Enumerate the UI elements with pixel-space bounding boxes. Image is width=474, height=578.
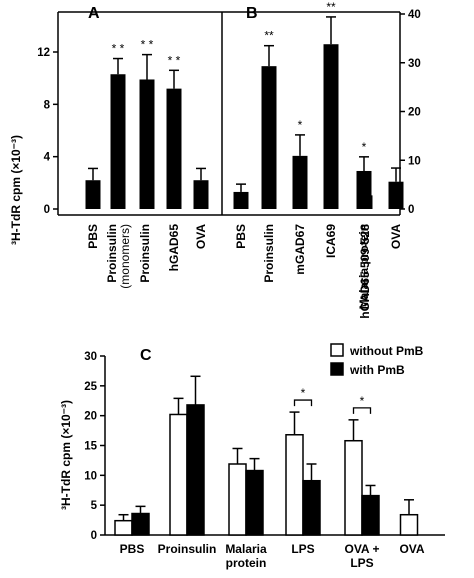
panel-c-category-label: Malaria protein — [225, 542, 267, 570]
panel-a-bar — [85, 180, 101, 209]
panel-c-bar-with-pmb — [131, 512, 150, 536]
panel-a-significance: * * — [141, 38, 154, 52]
panel-c-category-label-line: PBS — [120, 542, 145, 556]
panel-c-significance-bracket — [293, 399, 313, 407]
panel-c-bar-without-pmb — [114, 519, 133, 536]
panel-a-category-label: PBS — [86, 224, 100, 249]
panel-c-bar-without-pmb — [169, 413, 188, 536]
panel-a-y-tick-label: 0 — [44, 204, 50, 216]
panel-a-category-label: Proinsulin(monomers) — [105, 224, 132, 289]
panel-b-category-label: mGAD67 — [293, 224, 307, 275]
panel-b-bar — [292, 155, 308, 209]
panel-c-y-tick-label: 15 — [84, 441, 97, 453]
panel-c-bar-with-pmb — [186, 404, 205, 536]
panel-c-y-tick-label: 10 — [84, 470, 97, 482]
panel-c-category-label-line: Proinsulin — [158, 542, 217, 556]
panel-a-significance: * * — [168, 53, 181, 67]
panel-c-bar-without-pmb — [399, 513, 419, 536]
panel-a-category-label: hGAD65 — [167, 224, 181, 272]
panel-c-bar-without-pmb — [285, 434, 304, 536]
panel-b-label: B — [246, 5, 258, 22]
panel-a-y-tick-label: 4 — [44, 152, 51, 164]
panel-c-category-label-line: OVA + — [344, 542, 379, 556]
panel-c-category-label-line: OVA — [399, 542, 424, 556]
panel-b-bar — [233, 191, 249, 209]
panel-a-bar — [110, 74, 126, 209]
panel-b-y-tick-label: 10 — [408, 155, 421, 167]
panel-b-bar — [388, 181, 404, 209]
panel-a-category-label-line2: (monomers) — [118, 224, 132, 289]
panel-b-y-tick-label: 40 — [408, 9, 421, 21]
panel-c-category-label: OVA + LPS — [344, 542, 379, 570]
panel-b-category-label: OVA — [389, 224, 403, 249]
panel-a-category-label-line1: Proinsulin — [105, 224, 119, 283]
panel-c-label: C — [140, 347, 152, 364]
panel-b-category-label: Proinsulin — [262, 224, 276, 283]
panel-a-y-axis-label: ³H-TdR cpm (×10⁻³) — [9, 135, 23, 245]
panel-c-category-label-line: LPS — [350, 556, 373, 570]
panel-c-bar-without-pmb — [344, 439, 363, 536]
panel-c-category-label: Proinsulin — [158, 542, 217, 556]
panel-b-category-label: PBS — [234, 224, 248, 249]
panel-c-category-label-line: LPS — [291, 542, 314, 556]
panel-c-category-label-line: Malaria — [225, 542, 267, 556]
panel-b-category-label: hGAD65 509-528 — [358, 224, 372, 319]
panel-b-y-tick-label: 0 — [408, 204, 414, 216]
panel-a-y-tick-label: 8 — [44, 99, 51, 111]
panel-b-bar — [357, 195, 373, 209]
panel-c-significance: * — [360, 394, 365, 408]
panel-c-category-label: LPS — [291, 542, 314, 556]
legend-swatch-without-pmb — [330, 343, 344, 357]
panel-a-significance: * * — [112, 42, 125, 56]
panel-b-significance: ** — [264, 29, 274, 43]
panel-c-bar-with-pmb — [361, 494, 380, 536]
panel-c-category-label: PBS — [120, 542, 145, 556]
panel-c-bar-with-pmb — [302, 479, 321, 536]
panel-b-category-label: ICA69 — [324, 224, 338, 258]
panel-a-bar — [139, 79, 155, 209]
panel-b-significance: * — [362, 140, 367, 154]
panel-b-bar — [261, 66, 277, 209]
panel-c-y-tick-label: 5 — [91, 500, 98, 512]
panel-c-category-label: OVA — [399, 542, 424, 556]
panel-c-significance-bracket — [352, 407, 372, 414]
legend-label-without-pmb: without PmB — [349, 344, 424, 358]
legend-swatch-with-pmb — [330, 362, 344, 376]
panel-a-category-label: Proinsulin — [138, 224, 152, 283]
panel-b-significance: ** — [326, 0, 336, 14]
legend-label-with-pmb: with PmB — [349, 363, 405, 377]
panel-c-y-axis-label: ³H-TdR cpm (×10⁻³) — [59, 400, 73, 510]
panel-c-chart: 0 5 10 15 20 25 30 PBS Proinsulin Malaria protein *… — [84, 351, 445, 570]
panel-a-bar — [166, 88, 182, 209]
panel-c-significance: * — [301, 386, 306, 400]
panel-c-y-tick-label: 20 — [84, 411, 97, 423]
panel-c-bar-without-pmb — [228, 463, 247, 536]
panel-b-significance: * — [298, 118, 303, 132]
panel-b-chart: 0 10 20 30 40 PBS ** Proinsulin * mGAD67 ** ICA69 * M… — [233, 0, 421, 319]
panel-c-bar-with-pmb — [245, 469, 264, 536]
panel-b-category-label: Malaria protein — [357, 224, 371, 309]
panel-a-bar — [193, 180, 209, 209]
panel-c-y-tick-label: 30 — [84, 351, 97, 363]
panel-a-category-label: OVA — [194, 224, 208, 249]
panel-c-y-tick-label: 0 — [91, 530, 97, 542]
panel-c-y-tick-label: 25 — [84, 381, 97, 393]
panel-b-y-tick-label: 20 — [408, 107, 421, 119]
panel-c-category-label-line: protein — [226, 556, 267, 570]
panel-a-y-tick-label: 12 — [37, 47, 50, 59]
panel-b-bar — [323, 44, 339, 209]
panel-b-y-tick-label: 30 — [408, 58, 421, 70]
panel-a-label: A — [88, 5, 100, 22]
